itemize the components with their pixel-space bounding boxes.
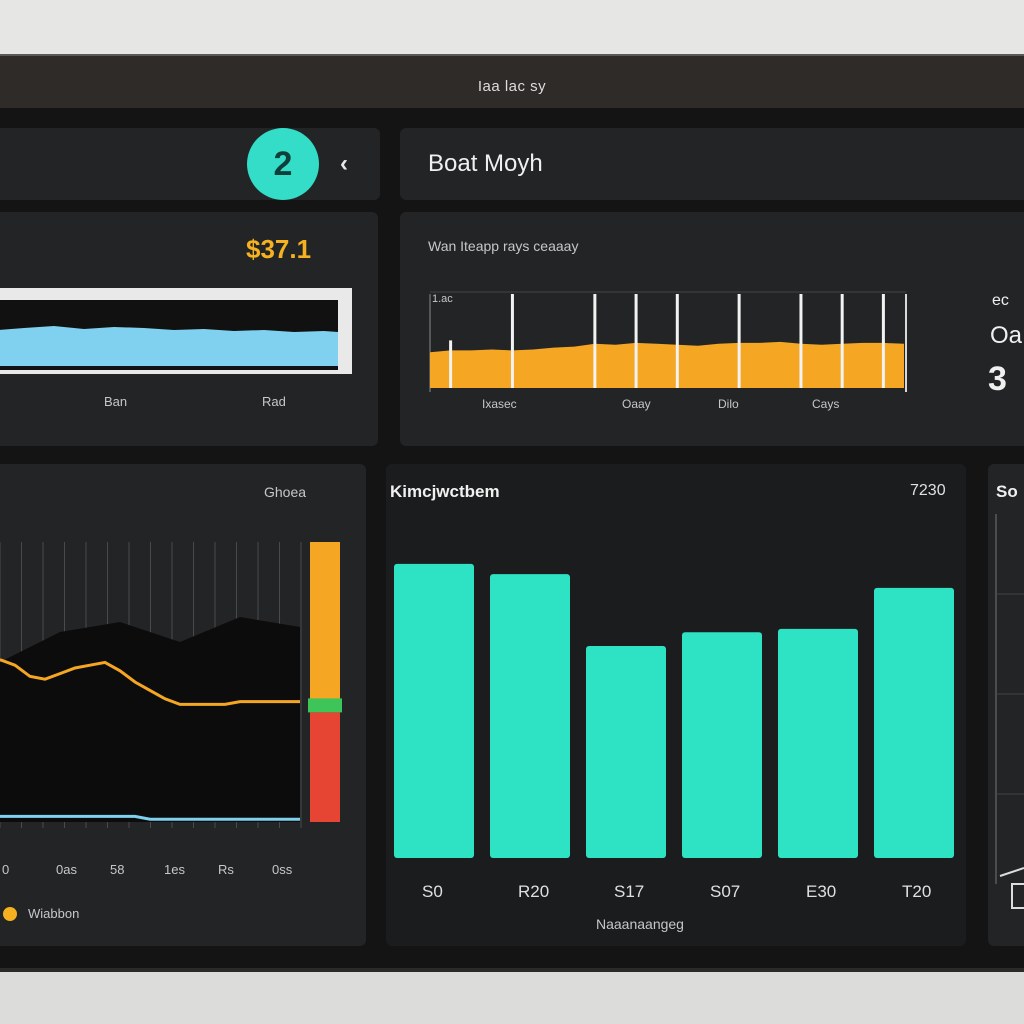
level-bar-red [310,712,340,822]
bar-x-label: S0 [422,882,443,901]
desk-surface [0,966,1024,1024]
level-bar-orange [310,542,340,705]
monitor-screen: Iaa lac sy 2 ‹ Boat Moyh $37.1 Ban Rad W… [0,54,1024,972]
area-x-label-3: Dilo [718,397,739,411]
area-chart-panel: Wan Iteapp rays ceaaay 1.ac Ixasec Oaay … [400,212,1024,446]
bar-chart-panel: Kimcjwctbem 7230 S0 R20 S17 S07 E30 T20 Naaan… [386,464,966,946]
bar-chart-title: Kimcjwctbem [390,482,500,501]
bar-chart [394,563,954,858]
line-x-label: 0 [2,862,10,877]
side-panel: So [988,464,1024,946]
line-x-label: 0ss [272,862,293,877]
bar-S07 [682,632,762,858]
bar-chart-footer: Naaanaangeg [596,916,684,932]
area-chart-caption: Wan Iteapp rays ceaaay [428,238,579,254]
bar-S17 [586,645,666,858]
bar-x-label: R20 [518,882,550,901]
area-y-tick: 1.ac [432,293,453,305]
kpi-axis-label-2: Rad [262,394,286,409]
kpi-value: $37.1 [246,234,312,264]
legend-dot-icon [3,907,17,921]
sparkline-area [0,326,338,366]
right-stat-1: ec [992,292,1009,309]
page-title: Boat Moyh [428,150,543,177]
line-x-label: Rs [218,862,234,877]
line-series-2 [0,814,300,821]
line-chart-panel: Ghoea 0 0as 58 1es Rs 0ss Wiabbon [0,464,366,946]
window-title: Iaa lac sy [477,78,547,95]
line-x-label: 0as [56,862,77,877]
line-legend-label: Wiabbon [28,906,80,921]
line-x-label: 1es [164,862,185,877]
area-series [430,341,904,388]
side-panel-scale [995,514,1024,909]
title-panel: Boat Moyh [400,128,1024,200]
right-stat-3: 3 [988,360,1007,398]
line-chart [0,542,342,828]
area-x-label-2: Oaay [622,397,651,411]
bar-corner-value: 7230 [910,482,946,499]
bar-E30 [778,628,858,858]
window-titlebar: Iaa lac sy [0,56,1024,108]
avatar-glyph: 2 [273,144,293,183]
bar-S0 [394,563,474,858]
bar-x-label: S17 [614,882,645,901]
bar-x-label: E30 [806,882,837,901]
bar-x-label: S07 [710,882,741,901]
chevron-left-icon[interactable]: ‹ [340,150,348,177]
area-x-label-4: Cays [812,397,839,411]
kpi-sparkline [0,288,352,374]
bar-x-label: T20 [902,882,932,901]
bar-R20 [490,574,570,858]
area-x-label-1: Ixasec [482,397,517,411]
side-panel-label: So [996,482,1018,501]
avatar[interactable]: 2 [247,128,319,200]
line-x-label: 58 [110,862,125,877]
profile-header-panel: 2 ‹ [0,128,380,200]
bar-T20 [874,587,954,858]
level-bar-green [308,698,342,713]
kpi-panel: $37.1 Ban Rad [0,212,378,446]
area-chart: 1.ac Ixasec Oaay Dilo Cays [429,291,907,411]
line-series-1 [0,658,300,706]
line-chart-title: Ghoea [264,484,307,500]
kpi-axis-label-1: Ban [104,394,128,409]
right-stat-2: Oa [990,322,1023,349]
line-bg-shape [0,617,300,822]
